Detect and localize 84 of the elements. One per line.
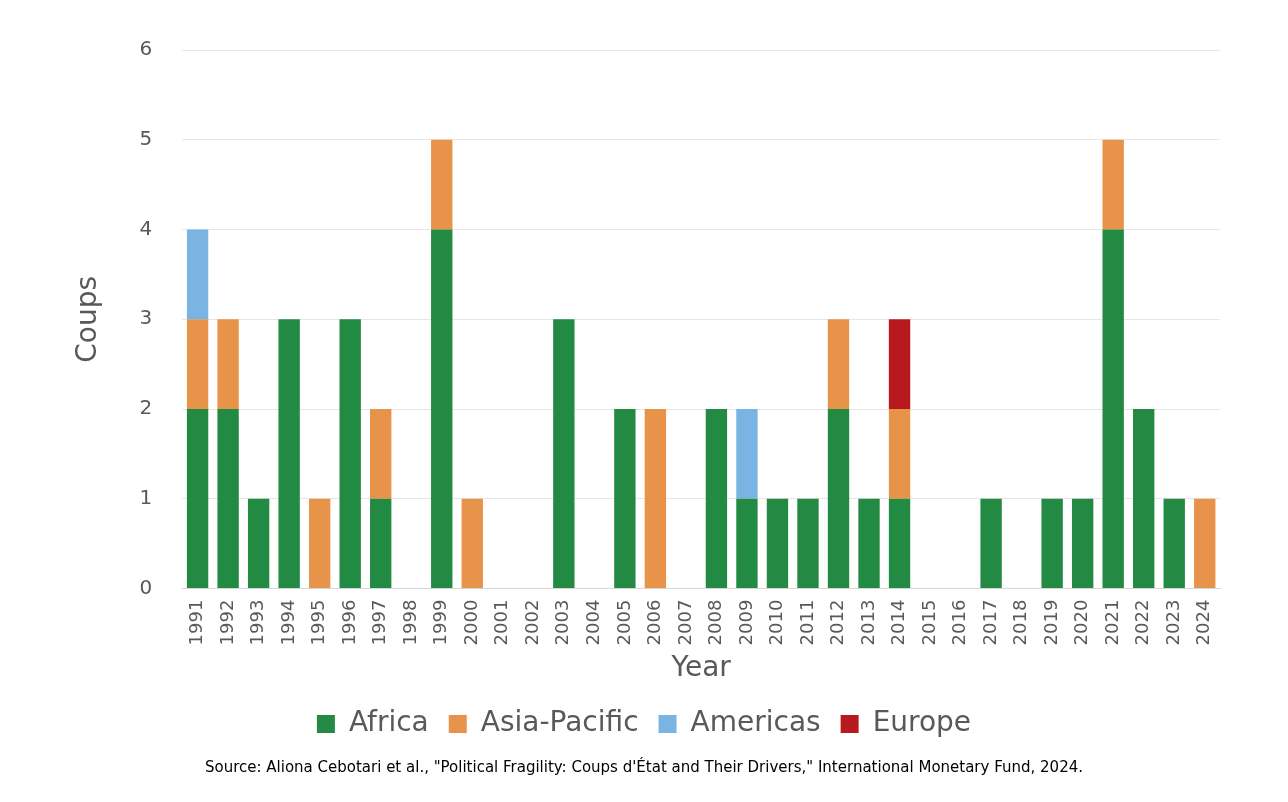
x-tick-label: 2024 bbox=[1192, 599, 1214, 646]
bar bbox=[888, 319, 911, 410]
bar bbox=[766, 498, 789, 589]
x-tick-label: 2005 bbox=[612, 599, 634, 646]
y-axis-title: Coups bbox=[70, 275, 104, 363]
bar bbox=[186, 409, 209, 589]
x-tick-label: 2021 bbox=[1100, 599, 1122, 646]
x-tick-label: 1997 bbox=[368, 599, 390, 646]
x-tick-label: 1994 bbox=[276, 599, 298, 646]
x-tick-label: 2012 bbox=[826, 599, 848, 646]
bar bbox=[278, 319, 300, 589]
x-tick-label: 2017 bbox=[978, 599, 1000, 646]
y-tick-label: 1 bbox=[139, 485, 153, 510]
x-tick-label: 2003 bbox=[551, 599, 573, 646]
bar bbox=[1194, 498, 1216, 589]
x-tick-label: 2019 bbox=[1039, 599, 1061, 646]
x-tick-label: 2018 bbox=[1009, 599, 1031, 646]
source-note: Source: Aliona Cebotari et al., "Political Fragility: Coups d'État and Their Drivers," International Monetary Fund, 2024. bbox=[204, 758, 1084, 776]
bar bbox=[370, 498, 392, 589]
bar bbox=[1133, 409, 1155, 589]
x-tick-label: 2001 bbox=[490, 599, 512, 646]
bar bbox=[186, 319, 209, 410]
bar bbox=[827, 409, 850, 589]
bar bbox=[614, 409, 636, 589]
x-tick-label: 1992 bbox=[215, 599, 237, 646]
y-tick-label: 6 bbox=[139, 36, 153, 61]
x-tick-label: 2006 bbox=[643, 599, 665, 646]
bar bbox=[217, 319, 239, 410]
bar bbox=[1102, 139, 1124, 230]
bar bbox=[827, 319, 850, 410]
bar bbox=[644, 409, 667, 589]
x-tick-label: 1996 bbox=[337, 599, 359, 646]
bar bbox=[431, 139, 453, 230]
bar bbox=[888, 498, 911, 589]
x-tick-label: 1999 bbox=[429, 599, 451, 646]
bar bbox=[1071, 498, 1094, 589]
x-tick-label: 2010 bbox=[765, 599, 787, 646]
x-tick-label: 2015 bbox=[917, 599, 939, 646]
x-tick-label: 2009 bbox=[734, 599, 756, 646]
bar bbox=[888, 409, 911, 499]
y-tick-label: 3 bbox=[139, 305, 153, 330]
bar bbox=[339, 319, 361, 589]
x-tick-label: 2013 bbox=[856, 599, 878, 646]
y-tick-label: 2 bbox=[139, 395, 153, 420]
x-tick-label: 1991 bbox=[185, 599, 207, 646]
bar bbox=[736, 498, 758, 589]
x-tick-label: 2002 bbox=[520, 599, 542, 646]
bar bbox=[308, 498, 331, 589]
x-tick-label: 2011 bbox=[795, 599, 817, 646]
x-tick-label: 1993 bbox=[246, 599, 268, 646]
bar bbox=[1041, 498, 1063, 589]
bar bbox=[431, 229, 453, 589]
x-tick-label: 2000 bbox=[459, 599, 481, 646]
legend-label: Asia-Pacific bbox=[480, 705, 639, 739]
x-tick-label: 2004 bbox=[582, 599, 604, 646]
y-tick-label: 0 bbox=[139, 574, 153, 599]
legend-label: Americas bbox=[690, 705, 821, 739]
y-tick-label: 5 bbox=[139, 125, 153, 150]
bar bbox=[797, 498, 819, 589]
x-tick-label: 2020 bbox=[1070, 599, 1092, 646]
legend-label: Europe bbox=[872, 705, 972, 739]
x-tick-label: 2007 bbox=[673, 599, 695, 646]
bar bbox=[186, 229, 209, 320]
x-tick-label: 1995 bbox=[307, 599, 329, 646]
bar bbox=[1163, 498, 1185, 589]
legend-label: Africa bbox=[348, 705, 429, 739]
bar bbox=[247, 498, 270, 589]
bar bbox=[980, 498, 1002, 589]
bar bbox=[858, 498, 880, 589]
bar bbox=[705, 409, 728, 589]
x-tick-label: 2016 bbox=[948, 599, 970, 646]
x-axis-title: Year bbox=[670, 650, 732, 684]
bar bbox=[217, 409, 239, 589]
bar bbox=[553, 319, 575, 589]
y-tick-label: 4 bbox=[139, 215, 153, 240]
x-tick-label: 2014 bbox=[887, 599, 909, 646]
x-tick-label: 2008 bbox=[704, 599, 726, 646]
x-tick-label: 2023 bbox=[1161, 599, 1183, 646]
bar bbox=[736, 409, 758, 499]
x-tick-label: 2022 bbox=[1131, 599, 1153, 646]
bar bbox=[1102, 229, 1124, 589]
x-tick-label: 1998 bbox=[398, 599, 420, 646]
bar bbox=[461, 498, 483, 589]
bar bbox=[370, 409, 392, 499]
